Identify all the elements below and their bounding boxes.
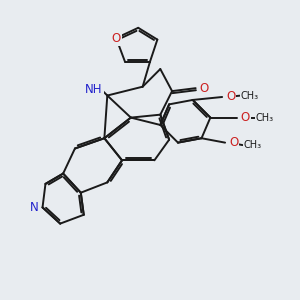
Text: O: O <box>199 82 208 95</box>
Text: O: O <box>226 91 235 103</box>
Text: N: N <box>30 201 39 214</box>
Text: O: O <box>112 32 121 45</box>
Text: CH₃: CH₃ <box>243 140 262 150</box>
Text: CH₃: CH₃ <box>241 91 259 101</box>
Text: NH: NH <box>85 83 103 96</box>
Text: O: O <box>241 111 250 124</box>
Text: CH₃: CH₃ <box>255 112 274 123</box>
Text: O: O <box>229 136 238 149</box>
